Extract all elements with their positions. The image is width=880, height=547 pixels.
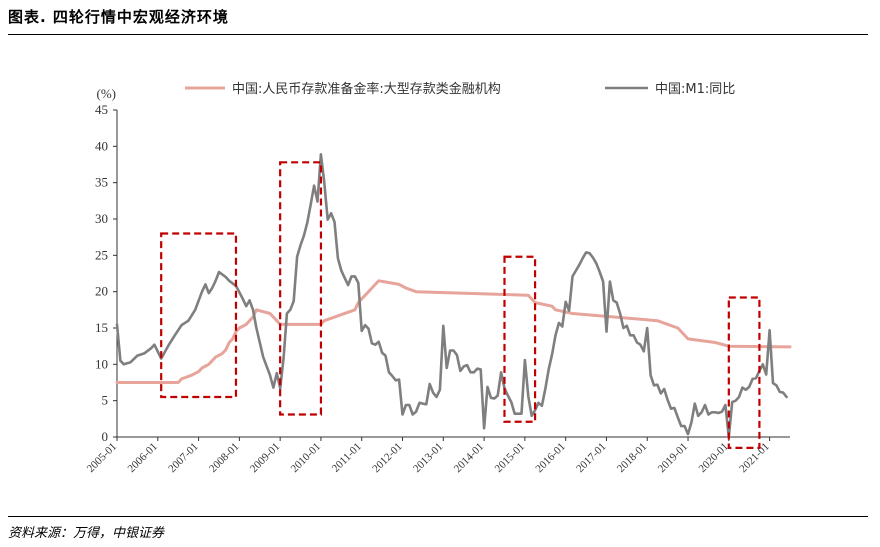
y-tick-label: 30 <box>95 211 108 226</box>
x-tick-label: 2014-01 <box>452 441 486 475</box>
x-tick-label: 2013-01 <box>411 441 445 475</box>
y-tick-label: 20 <box>95 284 108 299</box>
x-tick-label: 2007-01 <box>166 441 200 475</box>
footer-divider <box>8 516 868 517</box>
x-tick-label: 2010-01 <box>289 441 323 475</box>
x-tick-label: 2005-01 <box>85 441 119 475</box>
series-lines <box>115 153 792 439</box>
x-tick-label: 2011-01 <box>330 441 364 475</box>
x-tick-label: 2019-01 <box>656 441 690 475</box>
title-divider <box>8 34 868 35</box>
series-line-m1 <box>115 153 788 439</box>
x-tick-label: 2006-01 <box>125 441 159 475</box>
source-note: 资料来源：万得，中银证券 <box>8 526 165 541</box>
x-tick-label: 2015-01 <box>493 441 527 475</box>
highlight-box <box>160 232 238 399</box>
y-tick-label: 45 <box>95 102 108 117</box>
page-title: 图表. 四轮行情中宏观经济环境 <box>8 8 229 26</box>
x-tick-label: 2009-01 <box>248 441 282 475</box>
x-tick-label: 2012-01 <box>370 441 404 475</box>
x-tick-label: 2018-01 <box>615 441 649 475</box>
highlight-boxes <box>160 161 761 450</box>
x-tick-label: 2008-01 <box>207 441 241 475</box>
legend-label: 中国:人民币存款准备金率:大型存款类金融机构 <box>232 81 501 97</box>
y-tick-label: 5 <box>102 393 109 408</box>
y-tick-label: 0 <box>102 429 109 444</box>
x-tick-label: 2016-01 <box>533 441 567 475</box>
y-tick-label: 25 <box>95 247 108 262</box>
highlight-box <box>279 161 323 416</box>
x-tick-label: 2021-01 <box>737 441 771 475</box>
y-tick-label: 10 <box>95 356 108 371</box>
y-tick-label: 40 <box>95 138 108 153</box>
y-tick-label: 15 <box>95 320 108 335</box>
legend: 中国:人民币存款准备金率:大型存款类金融机构 中国:M1:同比 <box>185 81 735 97</box>
x-tick-label: 2017-01 <box>574 441 608 475</box>
y-tick-label: 35 <box>95 175 108 190</box>
chart-axes: 0 5 10 15 20 25 30 35 40 45(%) 2005-01 2006-01 2007-… <box>85 86 790 475</box>
series-line-reserve-ratio <box>115 279 792 384</box>
legend-label: 中国:M1:同比 <box>655 82 735 97</box>
highlight-box <box>727 296 761 450</box>
x-tick-label: 2020-01 <box>697 441 731 475</box>
highlight-box <box>503 255 537 423</box>
y-axis-label: (%) <box>97 86 117 101</box>
